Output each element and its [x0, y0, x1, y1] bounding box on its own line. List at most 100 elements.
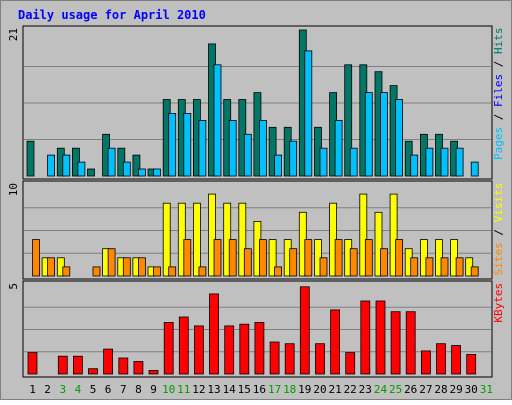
bar-kbytes-day-13	[209, 293, 219, 375]
bar-files-day-23	[364, 92, 373, 177]
bar-kbytes-day-11	[178, 316, 189, 375]
bar-hits-day-22	[344, 64, 353, 177]
bar-files-day-7	[122, 161, 131, 177]
legend-part-visits-1: /	[492, 222, 505, 242]
bar-visits-day-23	[359, 193, 368, 277]
bar-visits-day-12	[192, 202, 201, 277]
series-kbytes	[27, 286, 477, 375]
bar-sites-day-9	[153, 266, 161, 277]
bar-files-day-16	[258, 120, 267, 177]
bar-files-day-10	[168, 113, 177, 177]
bar-files-day-14	[228, 120, 237, 177]
bar-sites-day-21	[334, 239, 343, 277]
x-tick-label-day-9: 9	[150, 383, 157, 396]
bar-kbytes-day-18	[284, 343, 295, 375]
bar-kbytes-day-8	[133, 361, 144, 375]
y-max-label-kbytes: 5	[7, 283, 20, 290]
bar-sites-day-17	[274, 266, 283, 277]
bar-kbytes-day-19	[299, 286, 310, 375]
bar-files-day-27	[425, 147, 434, 177]
series-files	[47, 50, 479, 177]
bar-files-day-4	[77, 161, 86, 177]
x-tick-label-day-21: 21	[328, 383, 341, 396]
x-tick-label-day-29: 29	[449, 383, 462, 396]
x-tick-label-day-5: 5	[90, 383, 97, 396]
bar-files-day-29	[455, 147, 464, 177]
bar-files-day-6	[107, 147, 116, 177]
bar-kbytes-day-22	[345, 352, 356, 375]
x-tick-label-day-11: 11	[177, 383, 190, 396]
bar-visits-day-17	[268, 239, 277, 277]
y-max-label-hits: 21	[7, 28, 20, 41]
bar-files-day-9	[153, 168, 161, 177]
series-hits	[26, 29, 459, 177]
bar-kbytes-day-30	[466, 353, 477, 375]
x-tick-label-day-24: 24	[374, 383, 388, 396]
bar-kbytes-day-1	[27, 352, 38, 375]
bar-files-day-15	[243, 133, 252, 177]
bar-hits-day-5	[87, 168, 95, 177]
bar-files-day-28	[440, 147, 449, 177]
x-tick-label-day-13: 13	[207, 383, 220, 396]
bar-visits-day-13	[208, 193, 216, 277]
legend-visits: Sites / Visits	[492, 183, 505, 276]
x-tick-label-day-18: 18	[283, 383, 296, 396]
bar-kbytes-day-16	[254, 321, 265, 375]
bar-sites-day-23	[364, 239, 373, 277]
legend-part-hits-2: Files	[492, 74, 505, 107]
y-max-label-visits: 10	[7, 183, 20, 196]
panel-kbytes: 5 KBytes	[7, 280, 505, 378]
bar-kbytes-day-12	[193, 325, 204, 375]
chart-panels: 21 Pages / Files / Hits 10 Sites / Visits 5 K…	[7, 25, 505, 378]
bar-hits-day-8	[132, 154, 141, 177]
bar-sites-day-25	[395, 239, 404, 277]
bar-kbytes-day-23	[360, 300, 371, 375]
bar-sites-day-5	[92, 266, 101, 277]
bar-sites-day-14	[228, 239, 237, 277]
chart-title: Daily usage for April 2010	[18, 8, 206, 22]
bar-kbytes-day-27	[420, 350, 431, 375]
bar-kbytes-day-26	[405, 311, 416, 375]
legend-part-kbytes-0: KBytes	[492, 283, 505, 323]
x-tick-label-day-4: 4	[75, 383, 82, 396]
bar-files-day-11	[183, 113, 192, 177]
bar-files-day-25	[395, 99, 404, 177]
bar-sites-day-30	[470, 266, 479, 277]
bar-files-day-8	[137, 168, 146, 177]
series-visits	[41, 193, 474, 277]
bar-kbytes-day-6	[103, 348, 113, 375]
bar-files-day-26	[410, 154, 419, 177]
x-tick-label-day-19: 19	[298, 383, 311, 396]
x-tick-label-day-7: 7	[120, 383, 127, 396]
x-tick-label-day-10: 10	[162, 383, 175, 396]
x-tick-label-day-25: 25	[389, 383, 402, 396]
bar-sites-day-26	[410, 257, 419, 277]
x-tick-label-day-30: 30	[465, 383, 478, 396]
bar-kbytes-day-7	[118, 357, 129, 375]
bar-sites-day-22	[349, 248, 358, 277]
bar-sites-day-29	[455, 257, 464, 277]
x-axis-day-labels: 1 2 3 4 5 6 7 8 9 10 11 12 13 14 15 16 17 18 19 20 21 22 23 24 2…	[29, 383, 493, 396]
x-tick-label-day-17: 17	[268, 383, 281, 396]
legend-kbytes: KBytes	[492, 283, 505, 323]
x-tick-label-day-15: 15	[238, 383, 251, 396]
bar-visits-day-10	[162, 202, 171, 277]
x-tick-label-day-14: 14	[223, 383, 237, 396]
bar-files-day-17	[274, 154, 283, 177]
bar-sites-day-12	[198, 266, 207, 277]
bar-sites-day-6	[107, 248, 116, 277]
bar-files-day-3	[62, 154, 71, 177]
x-tick-label-day-27: 27	[419, 383, 432, 396]
x-tick-label-day-28: 28	[434, 383, 447, 396]
bar-kbytes-day-20	[315, 343, 325, 375]
bar-sites-day-8	[137, 257, 146, 277]
x-tick-label-day-23: 23	[359, 383, 372, 396]
bar-files-day-19	[304, 50, 313, 177]
panel-hits: 21 Pages / Files / Hits	[7, 25, 505, 180]
bar-sites-day-7	[122, 257, 131, 277]
bar-sites-day-16	[258, 239, 267, 277]
bar-kbytes-day-15	[239, 323, 250, 375]
bar-files-day-21	[334, 120, 343, 177]
bar-kbytes-day-4	[73, 355, 83, 375]
